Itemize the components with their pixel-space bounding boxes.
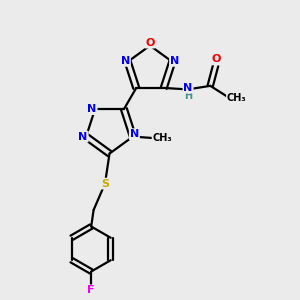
Text: CH₃: CH₃ <box>152 133 172 142</box>
Text: N: N <box>121 56 130 66</box>
Text: N: N <box>170 56 179 66</box>
Text: N: N <box>87 104 97 114</box>
Text: CH₃: CH₃ <box>227 93 247 103</box>
Text: O: O <box>145 38 155 48</box>
Text: S: S <box>101 178 109 189</box>
Text: N: N <box>183 82 193 93</box>
Text: O: O <box>212 54 221 64</box>
Text: N: N <box>79 132 88 142</box>
Text: H: H <box>184 91 192 101</box>
Text: N: N <box>130 129 139 139</box>
Text: F: F <box>88 285 95 296</box>
